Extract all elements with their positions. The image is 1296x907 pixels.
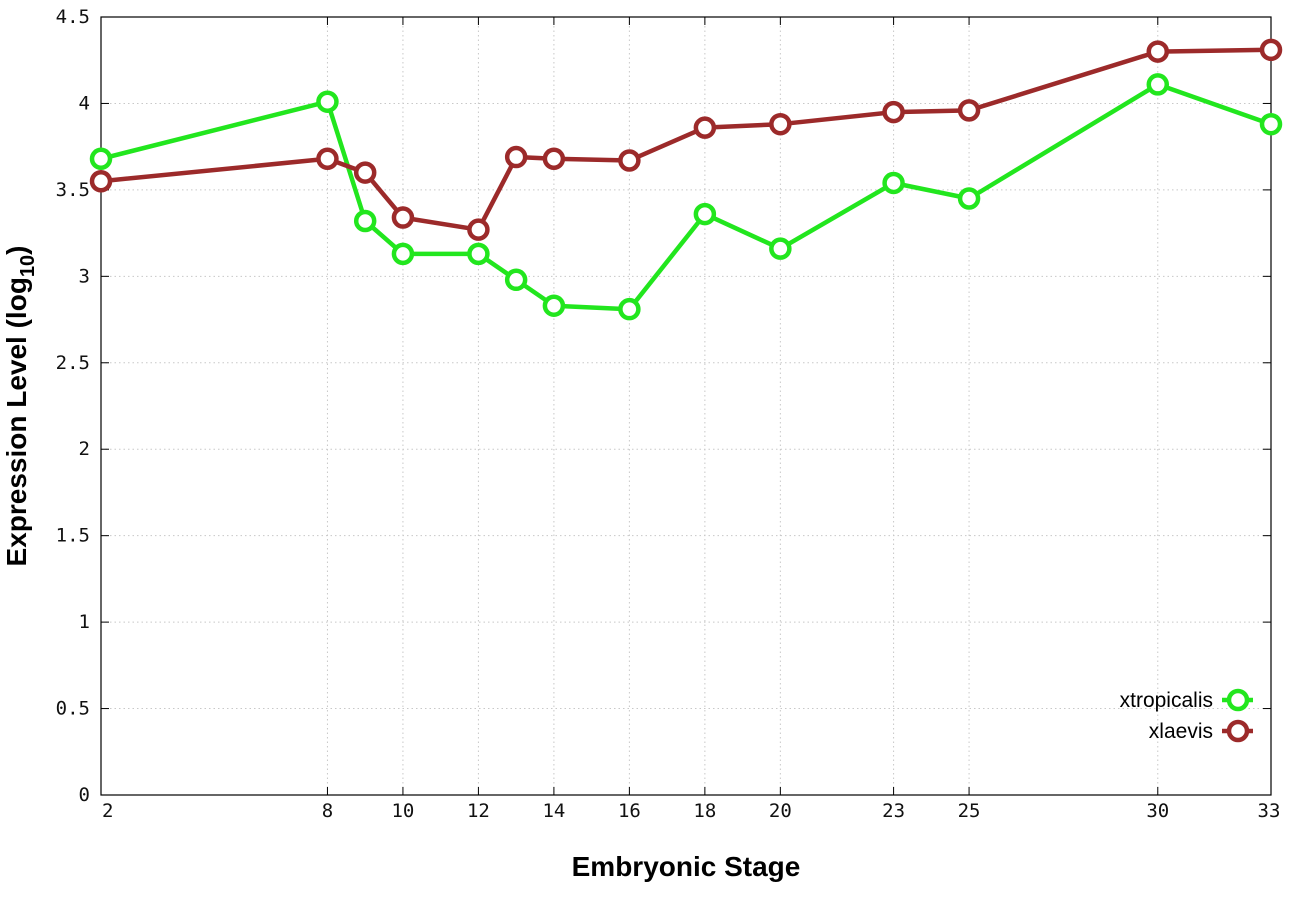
data-point-xtropicalis [1259, 112, 1283, 136]
data-point-xtropicalis [769, 237, 792, 260]
data-point-xlaevis [1259, 38, 1283, 62]
y-axis-title-close: ) [1, 246, 32, 255]
x-axis-title: Embryonic Stage [572, 851, 801, 882]
data-point-xlaevis [467, 218, 490, 241]
data-point-xtropicalis [618, 297, 641, 321]
y-axis-title: Expression Level (log10) [1, 246, 39, 567]
data-point-xlaevis [391, 206, 415, 229]
x-tick-label: 8 [322, 800, 333, 822]
data-point-xlaevis [504, 145, 528, 169]
data-point-xlaevis [1146, 40, 1170, 63]
series-xlaevis [89, 38, 1283, 241]
data-point-xtropicalis [89, 147, 113, 171]
x-tick-label: 2 [102, 800, 113, 822]
x-tick-label: 18 [693, 800, 716, 822]
x-tick-label: 12 [467, 800, 490, 822]
data-point-xtropicalis [504, 268, 528, 292]
data-point-xlaevis [542, 147, 566, 171]
data-point-xtropicalis [316, 90, 339, 113]
series-line-xlaevis [100, 47, 1272, 232]
data-point-xtropicalis [353, 209, 377, 233]
data-point-xtropicalis [1146, 73, 1170, 96]
y-axis-title-subscript: 10 [17, 255, 39, 277]
y-tick-label: 3.5 [56, 179, 90, 201]
y-tick-label: 3 [79, 265, 90, 287]
legend-label-xtropicalis: xtropicalis [1120, 689, 1213, 712]
x-tick-label: 30 [1146, 800, 1169, 822]
y-tick-label: 0.5 [56, 698, 90, 720]
data-point-xtropicalis [957, 187, 981, 210]
x-tick-label: 20 [769, 800, 792, 822]
data-point-xtropicalis [467, 242, 490, 266]
x-tick-label: 23 [882, 800, 905, 822]
data-point-xlaevis [89, 169, 113, 193]
data-point-xtropicalis [542, 294, 566, 317]
legend-label-xlaevis: xlaevis [1149, 720, 1213, 743]
y-tick-label: 4.5 [56, 6, 90, 28]
data-point-xtropicalis [882, 171, 905, 195]
data-point-xtropicalis [693, 202, 717, 226]
data-point-xlaevis [618, 149, 641, 172]
grid-lines [101, 17, 1271, 795]
x-tick-label: 25 [958, 800, 981, 822]
x-tick-label: 16 [618, 800, 641, 822]
y-tick-label: 0 [79, 784, 90, 806]
x-tick-label: 14 [542, 800, 565, 822]
data-point-xtropicalis [391, 242, 415, 266]
series-line-xtropicalis [100, 82, 1272, 312]
y-tick-label: 2 [79, 438, 90, 460]
series-xtropicalis [89, 73, 1283, 321]
data-point-xlaevis [353, 161, 377, 184]
series-layer [89, 38, 1283, 321]
plot-frame [100, 16, 1272, 796]
data-point-xlaevis [316, 147, 339, 171]
y-tick-label: 1 [79, 611, 90, 633]
legend: xtropicalis xlaevis [1120, 688, 1253, 743]
x-tick-label: 10 [391, 800, 414, 822]
legend-swatch-marker-xtropicalis [1226, 688, 1250, 712]
y-tick-label: 2.5 [56, 352, 90, 374]
y-tick-label: 4 [79, 92, 90, 114]
x-tick-label: 33 [1258, 800, 1281, 822]
axis-ticks: 0 0.5 1 1.5 2 2.5 3 3.5 4 4.5 2 8 10 12 14 16 18 20 23 25 30… [56, 6, 1281, 822]
data-point-xlaevis [693, 116, 717, 139]
y-tick-label: 1.5 [56, 525, 90, 547]
data-point-xlaevis [957, 99, 981, 122]
data-point-xlaevis [882, 100, 905, 124]
y-axis-title-main: Expression Level (log [1, 277, 32, 566]
data-point-xlaevis [769, 112, 792, 136]
legend-swatch-marker-xlaevis [1226, 719, 1250, 743]
